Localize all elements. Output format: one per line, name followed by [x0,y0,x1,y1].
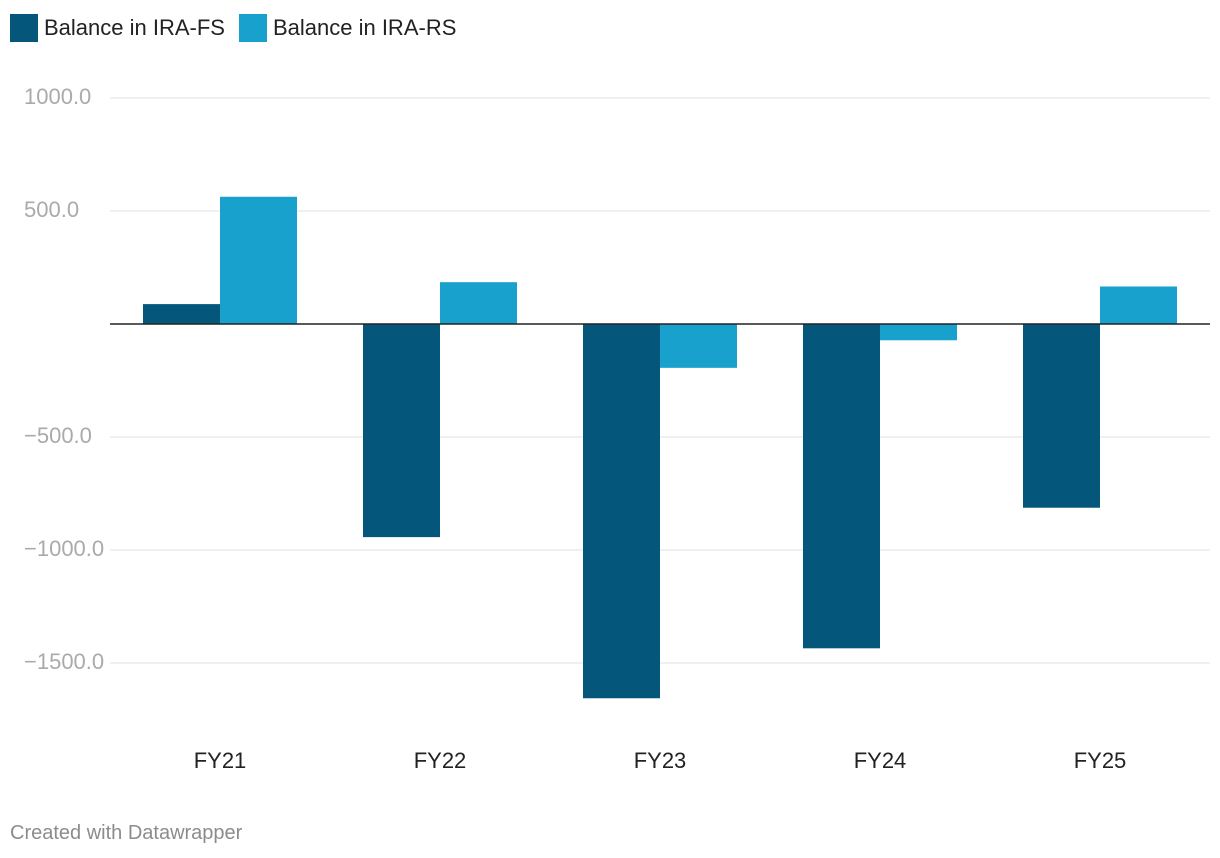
bar-ira-fs [363,324,440,538]
y-tick-label: −500.0 [24,423,92,448]
y-tick-label: 1000.0 [24,84,91,109]
bar-ira-fs [143,304,220,324]
x-tick-label: FY21 [194,748,247,773]
x-tick-label: FY25 [1074,748,1127,773]
bar-chart: 1000.0 500.0 −500.0 −1000.0 −1500.0 FY21 FY22 F… [24,84,1210,773]
footer-credit: Created with Datawrapper [10,822,243,844]
y-tick-label: −1500.0 [24,649,104,674]
y-tick-label: 500.0 [24,197,79,222]
legend-swatch-ira-fs [10,14,38,42]
x-tick-label: FY22 [414,748,467,773]
chart-legend: Balance in IRA-FS Balance in IRA-RS [10,12,456,44]
bar-ira-rs [220,196,297,324]
bar-ira-rs [1100,286,1177,324]
legend-label-ira-rs: Balance in IRA-RS [272,15,457,40]
bar-ira-fs [583,324,660,699]
y-tick-label: −1000.0 [24,536,104,561]
bar-ira-fs [803,324,880,649]
legend-item-ira-rs: Balance in IRA-RS [238,14,457,42]
x-tick-label: FY24 [854,748,907,773]
legend-label-ira-fs: Balance in IRA-FS [44,15,225,40]
x-tick-label: FY23 [634,748,687,773]
bar-ira-rs [660,324,737,368]
bar-ira-rs [440,282,517,324]
legend-swatch-ira-rs [238,14,267,42]
bar-ira-fs [1023,324,1100,508]
legend-item-ira-fs: Balance in IRA-FS [10,14,225,42]
bar-ira-rs [880,324,957,341]
